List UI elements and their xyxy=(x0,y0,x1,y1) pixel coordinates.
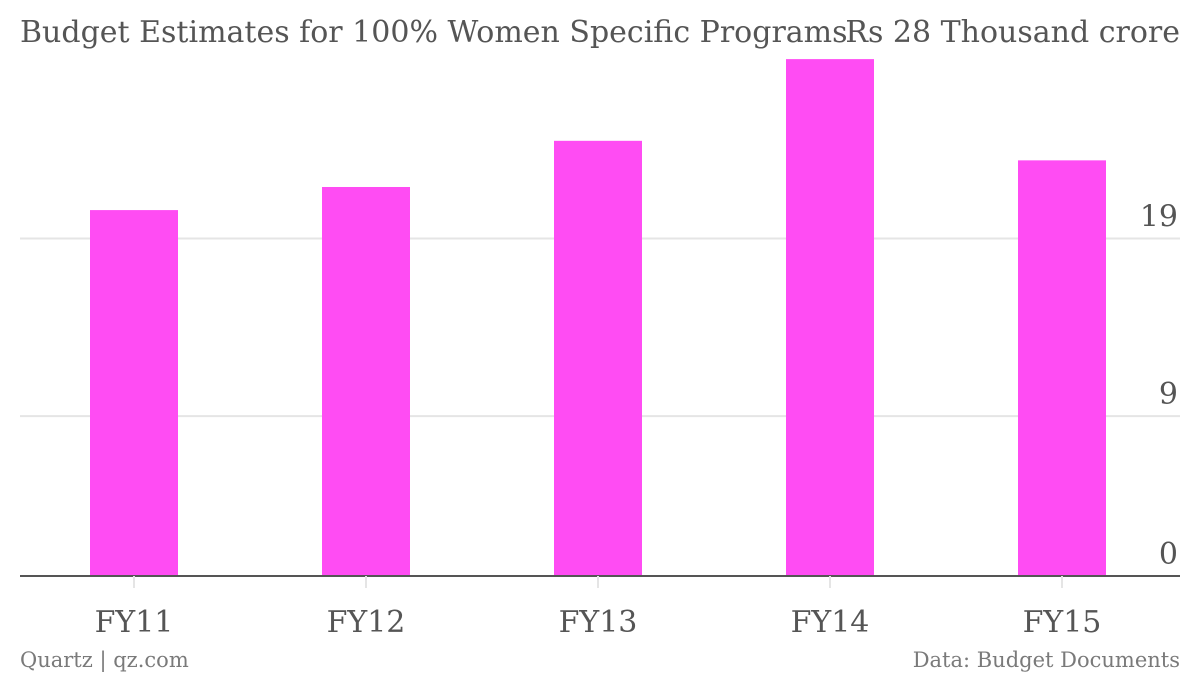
y-tick-label-2: 19 xyxy=(1140,200,1178,235)
x-tick-label-fy14: FY14 xyxy=(791,605,870,640)
y-tick-label-1: 9 xyxy=(1159,377,1178,412)
bar-fy11 xyxy=(90,210,178,576)
y-axis-label: Rs 28 Thousand crore xyxy=(845,15,1180,50)
x-tick-label-fy15: FY15 xyxy=(1023,605,1102,640)
x-tick-label-fy11: FY11 xyxy=(95,605,174,640)
x-tick-label-fy13: FY13 xyxy=(559,605,638,640)
chart-title: Budget Estimates for 100% Women Specific… xyxy=(20,15,848,50)
bar-fy12 xyxy=(322,186,410,576)
x-tick-labels: FY11 FY12 FY13 FY14 FY15 xyxy=(95,605,1102,640)
source-credit: Quartz | qz.com xyxy=(20,648,189,673)
bar-fy15 xyxy=(1018,160,1106,576)
y-tick-labels: 0 9 19 xyxy=(1140,200,1178,572)
x-tick-label-fy12: FY12 xyxy=(327,605,406,640)
data-source: Data: Budget Documents xyxy=(913,648,1180,672)
y-tick-label-0: 0 xyxy=(1159,537,1178,572)
bar-fy14 xyxy=(786,59,874,576)
x-ticks xyxy=(133,576,1063,588)
bar-fy13 xyxy=(554,140,642,577)
bars xyxy=(90,59,1106,577)
